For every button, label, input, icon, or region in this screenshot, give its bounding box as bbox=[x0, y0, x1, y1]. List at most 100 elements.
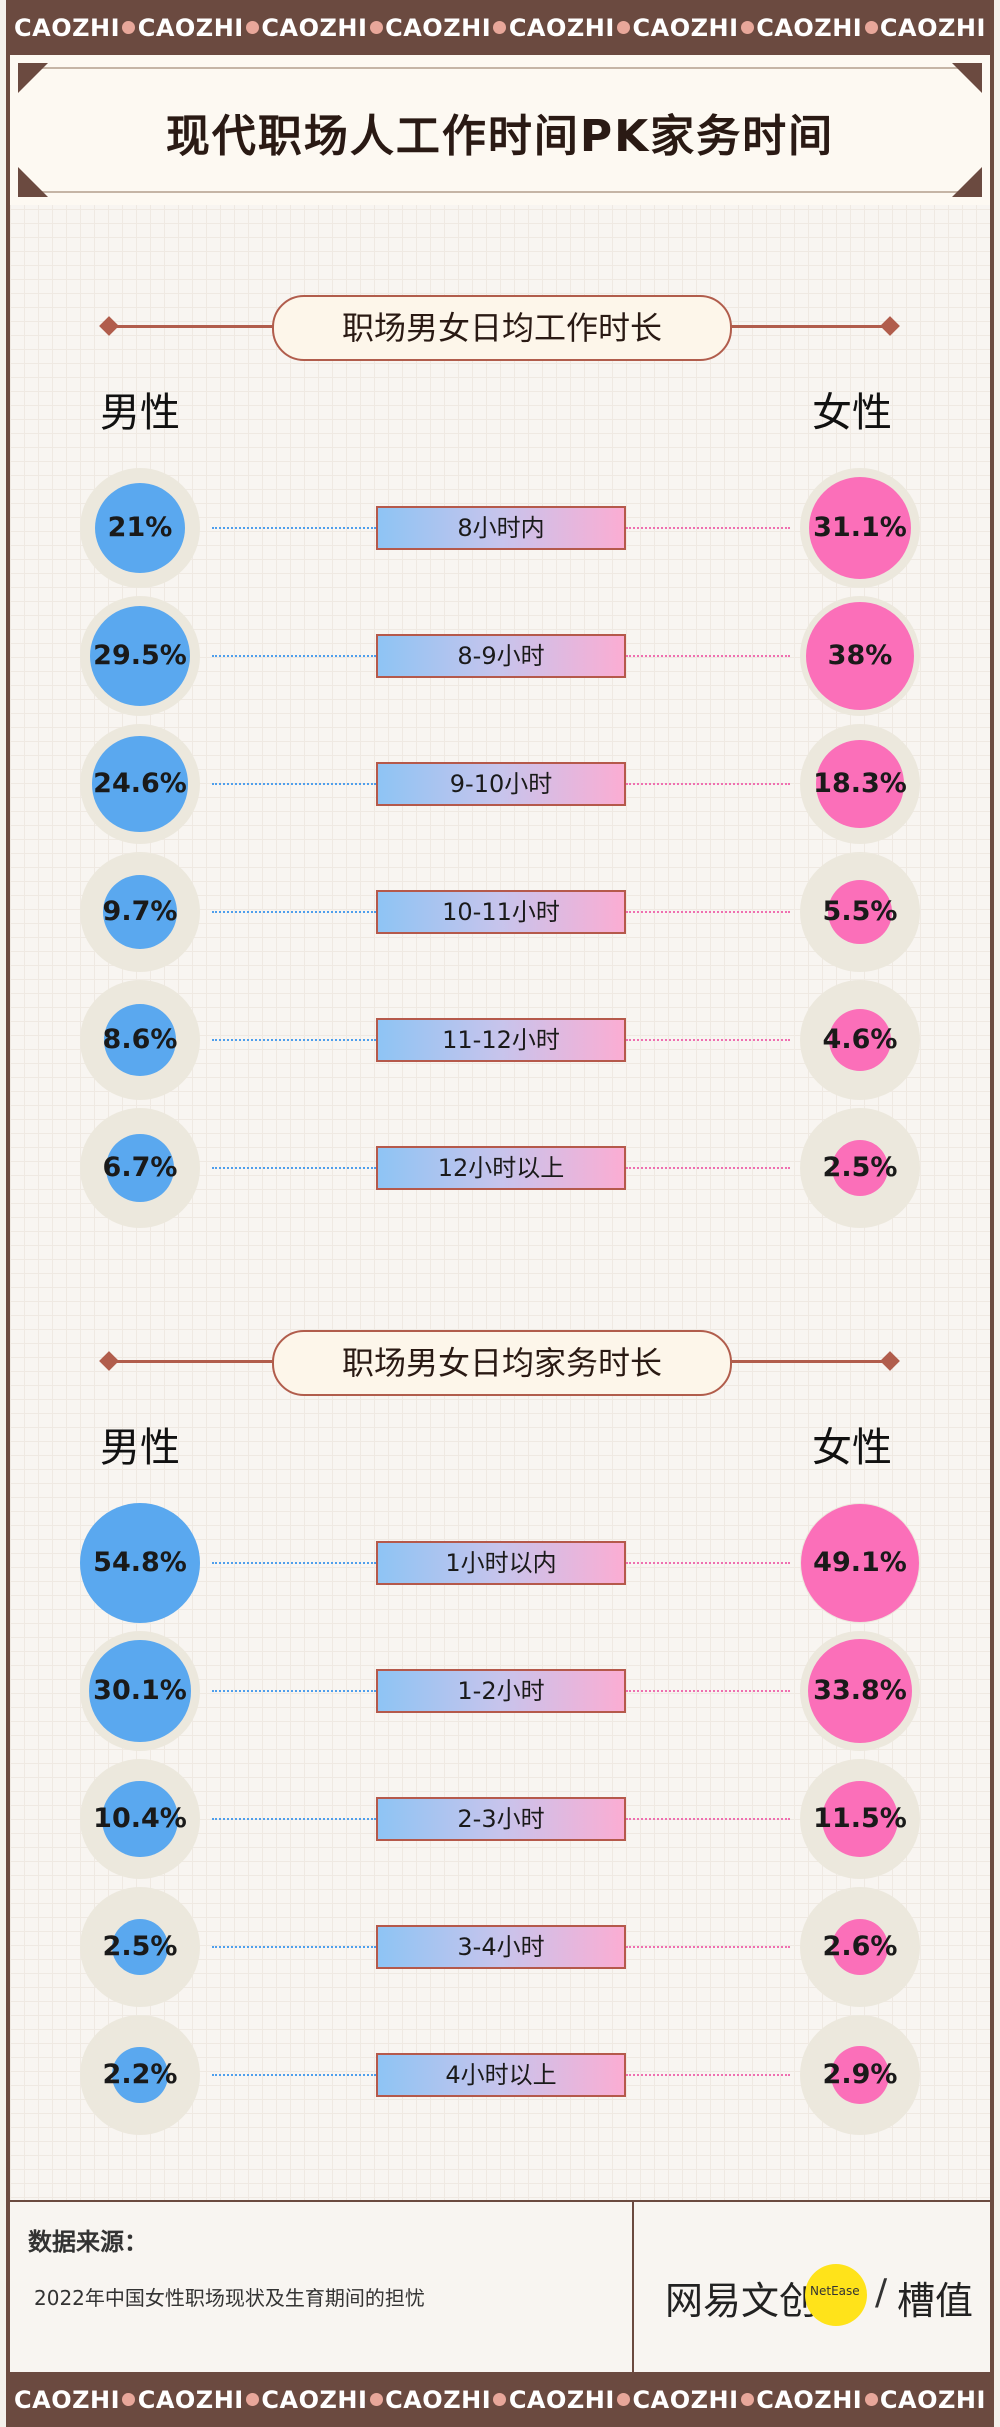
female-connector bbox=[626, 783, 790, 785]
duration-label: 12小时以上 bbox=[376, 1146, 626, 1190]
ribbon-dot-icon bbox=[617, 2393, 631, 2406]
female-bubble bbox=[807, 1638, 913, 1744]
male-label: 男性 bbox=[100, 390, 180, 436]
duration-label: 2-3小时 bbox=[376, 1797, 626, 1841]
ribbon-dot-icon bbox=[864, 2393, 878, 2406]
heading-line-left bbox=[105, 325, 275, 328]
male-label: 男性 bbox=[100, 1425, 180, 1471]
male-connector bbox=[212, 1167, 376, 1169]
duration-label: 3-4小时 bbox=[376, 1925, 626, 1969]
ribbon-word: CAOZHI bbox=[385, 2385, 492, 2414]
female-connector bbox=[626, 1690, 790, 1692]
male-percent: 2.5% bbox=[102, 1931, 178, 1962]
comparison-row: 9.7% 5.5% 10-11小时 bbox=[0, 852, 1000, 972]
comparison-row: 2.5% 2.6% 3-4小时 bbox=[0, 1887, 1000, 2007]
comparison-row: 54.8% 49.1% 1小时以内 bbox=[0, 1503, 1000, 1623]
male-percent: 30.1% bbox=[93, 1675, 187, 1706]
section-heading: 职场男女日均工作时长 bbox=[272, 295, 732, 361]
female-percent: 33.8% bbox=[813, 1675, 907, 1706]
title-rule bbox=[40, 67, 960, 193]
male-percent: 2.2% bbox=[102, 2059, 178, 2090]
footer-divider bbox=[632, 2202, 634, 2374]
duration-label: 1小时以内 bbox=[376, 1541, 626, 1585]
ribbon-word: CAOZHI bbox=[137, 2385, 244, 2414]
male-bubble bbox=[112, 2047, 168, 2103]
female-connector bbox=[626, 655, 790, 657]
heading-line-right bbox=[725, 325, 895, 328]
male-bubble bbox=[106, 1134, 174, 1202]
logo-caozhi-text: 槽值 bbox=[897, 2279, 974, 2323]
female-bubble bbox=[821, 1780, 899, 1858]
ribbon-word: CAOZHI bbox=[756, 13, 863, 42]
ribbon-word: CAOZHI bbox=[879, 2385, 986, 2414]
comparison-row: 6.7% 2.5% 12小时以上 bbox=[0, 1108, 1000, 1228]
source-title: 数据来源： bbox=[28, 2228, 148, 2256]
female-bubble bbox=[831, 1139, 889, 1197]
ribbon-word: CAOZHI bbox=[508, 2385, 615, 2414]
male-bubble bbox=[80, 1503, 200, 1623]
female-percent: 2.5% bbox=[822, 1152, 898, 1183]
duration-label: 10-11小时 bbox=[376, 890, 626, 934]
comparison-row: 10.4% 11.5% 2-3小时 bbox=[0, 1759, 1000, 1879]
female-percent: 2.9% bbox=[822, 2059, 898, 2090]
female-connector bbox=[626, 527, 790, 529]
ribbon-dot-icon bbox=[493, 21, 507, 34]
male-connector bbox=[212, 1690, 376, 1692]
ribbon-dot-icon bbox=[369, 21, 383, 34]
female-percent: 38% bbox=[827, 640, 893, 671]
ribbon-word: CAOZHI bbox=[632, 2385, 739, 2414]
ribbon-dot-icon bbox=[122, 2393, 136, 2406]
ribbon-dot-icon bbox=[864, 21, 878, 34]
ribbon-dot-icon bbox=[617, 21, 631, 34]
male-percent: 6.7% bbox=[102, 1152, 178, 1183]
logo-netease-text: 网易文创 bbox=[665, 2279, 818, 2323]
female-connector bbox=[626, 1562, 790, 1564]
female-bubble bbox=[808, 476, 912, 580]
female-bubble bbox=[816, 740, 904, 828]
duration-label: 8-9小时 bbox=[376, 634, 626, 678]
ribbon-dot-icon bbox=[493, 2393, 507, 2406]
male-connector bbox=[212, 655, 376, 657]
ribbon-dot-icon bbox=[740, 21, 754, 34]
ribbon-word: CAOZHI bbox=[261, 13, 368, 42]
male-connector bbox=[212, 2074, 376, 2076]
ribbon-word: CAOZHI bbox=[137, 13, 244, 42]
footer: 数据来源： 2022年中国女性职场现状及生育期间的担忧 网易文创 NetEase… bbox=[10, 2200, 990, 2374]
male-connector bbox=[212, 911, 376, 913]
comparison-row: 2.2% 2.9% 4小时以上 bbox=[0, 2015, 1000, 2135]
ribbon-word: CAOZHI bbox=[632, 13, 739, 42]
female-bubble bbox=[831, 2046, 889, 2104]
heading-line-right bbox=[725, 1360, 895, 1363]
female-percent: 2.6% bbox=[822, 1931, 898, 1962]
page-title: 现代职场人工作时间PK家务时间 bbox=[165, 111, 835, 162]
male-connector bbox=[212, 1562, 376, 1564]
ribbon-dot-icon bbox=[740, 2393, 754, 2406]
heading-line-left bbox=[105, 1360, 275, 1363]
ribbon-dot-icon bbox=[246, 2393, 260, 2406]
title-banner bbox=[10, 55, 990, 205]
comparison-row: 24.6% 18.3% 9-10小时 bbox=[0, 724, 1000, 844]
corner-ornament bbox=[952, 63, 982, 93]
male-percent: 24.6% bbox=[93, 768, 187, 799]
male-percent: 54.8% bbox=[93, 1547, 187, 1578]
male-bubble bbox=[89, 605, 191, 707]
male-percent: 10.4% bbox=[93, 1803, 187, 1834]
comparison-row: 21% 31.1% 8小时内 bbox=[0, 468, 1000, 588]
section-heading: 职场男女日均家务时长 bbox=[272, 1330, 732, 1396]
duration-label: 1-2小时 bbox=[376, 1669, 626, 1713]
female-label: 女性 bbox=[812, 1425, 892, 1471]
male-bubble bbox=[89, 1640, 191, 1742]
male-connector bbox=[212, 1946, 376, 1948]
male-bubble bbox=[103, 875, 177, 949]
ribbon-dot-icon bbox=[246, 21, 260, 34]
male-bubble bbox=[102, 1781, 178, 1857]
ribbon-word: CAOZHI bbox=[508, 13, 615, 42]
female-percent: 49.1% bbox=[813, 1547, 907, 1578]
comparison-row: 30.1% 33.8% 1-2小时 bbox=[0, 1631, 1000, 1751]
female-connector bbox=[626, 1946, 790, 1948]
logo-yellow-dot-icon bbox=[805, 2264, 867, 2326]
male-connector bbox=[212, 1818, 376, 1820]
male-percent: 21% bbox=[107, 512, 173, 543]
female-connector bbox=[626, 1167, 790, 1169]
male-percent: 29.5% bbox=[93, 640, 187, 671]
